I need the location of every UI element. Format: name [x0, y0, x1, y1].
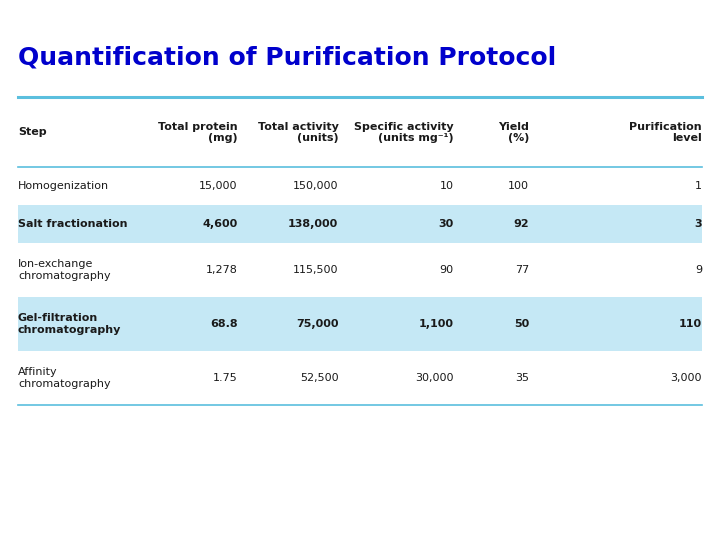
- Text: 1: 1: [695, 181, 702, 191]
- Text: 92: 92: [513, 219, 529, 229]
- Text: 75,000: 75,000: [296, 319, 338, 329]
- Text: 115,500: 115,500: [293, 265, 338, 275]
- Text: 9: 9: [695, 265, 702, 275]
- FancyBboxPatch shape: [18, 297, 702, 351]
- Text: 30,000: 30,000: [415, 373, 454, 383]
- Text: 150,000: 150,000: [293, 181, 338, 191]
- Text: Total protein
(mg): Total protein (mg): [158, 122, 238, 143]
- FancyBboxPatch shape: [18, 205, 702, 243]
- Text: 90: 90: [439, 265, 454, 275]
- Text: 100: 100: [508, 181, 529, 191]
- Text: 110: 110: [679, 319, 702, 329]
- Text: 138,000: 138,000: [288, 219, 338, 229]
- Text: Total activity
(units): Total activity (units): [258, 122, 338, 143]
- Text: 15,000: 15,000: [199, 181, 238, 191]
- Text: 4,600: 4,600: [202, 219, 238, 229]
- Text: 1,278: 1,278: [206, 265, 238, 275]
- Text: Ion-exchange
chromatography: Ion-exchange chromatography: [18, 259, 111, 281]
- Text: 35: 35: [516, 373, 529, 383]
- Text: 52,500: 52,500: [300, 373, 338, 383]
- FancyBboxPatch shape: [18, 243, 702, 297]
- Text: Yield
(%): Yield (%): [498, 122, 529, 143]
- Text: 1.75: 1.75: [213, 373, 238, 383]
- Text: Salt fractionation: Salt fractionation: [18, 219, 127, 229]
- Text: Quantification of Purification Protocol: Quantification of Purification Protocol: [18, 46, 557, 70]
- Text: 3: 3: [694, 219, 702, 229]
- FancyBboxPatch shape: [18, 167, 702, 205]
- Text: 30: 30: [438, 219, 454, 229]
- Text: 50: 50: [514, 319, 529, 329]
- Text: Affinity
chromatography: Affinity chromatography: [18, 367, 111, 389]
- FancyBboxPatch shape: [18, 351, 702, 405]
- Text: Homogenization: Homogenization: [18, 181, 109, 191]
- Text: 3,000: 3,000: [670, 373, 702, 383]
- Text: 1,100: 1,100: [418, 319, 454, 329]
- Text: Gel-filtration
chromatography: Gel-filtration chromatography: [18, 313, 122, 335]
- Text: 77: 77: [515, 265, 529, 275]
- Text: Step: Step: [18, 127, 47, 137]
- Text: Purification
level: Purification level: [629, 122, 702, 143]
- Text: 10: 10: [440, 181, 454, 191]
- Text: Specific activity
(units mg⁻¹): Specific activity (units mg⁻¹): [354, 122, 454, 143]
- Text: 68.8: 68.8: [210, 319, 238, 329]
